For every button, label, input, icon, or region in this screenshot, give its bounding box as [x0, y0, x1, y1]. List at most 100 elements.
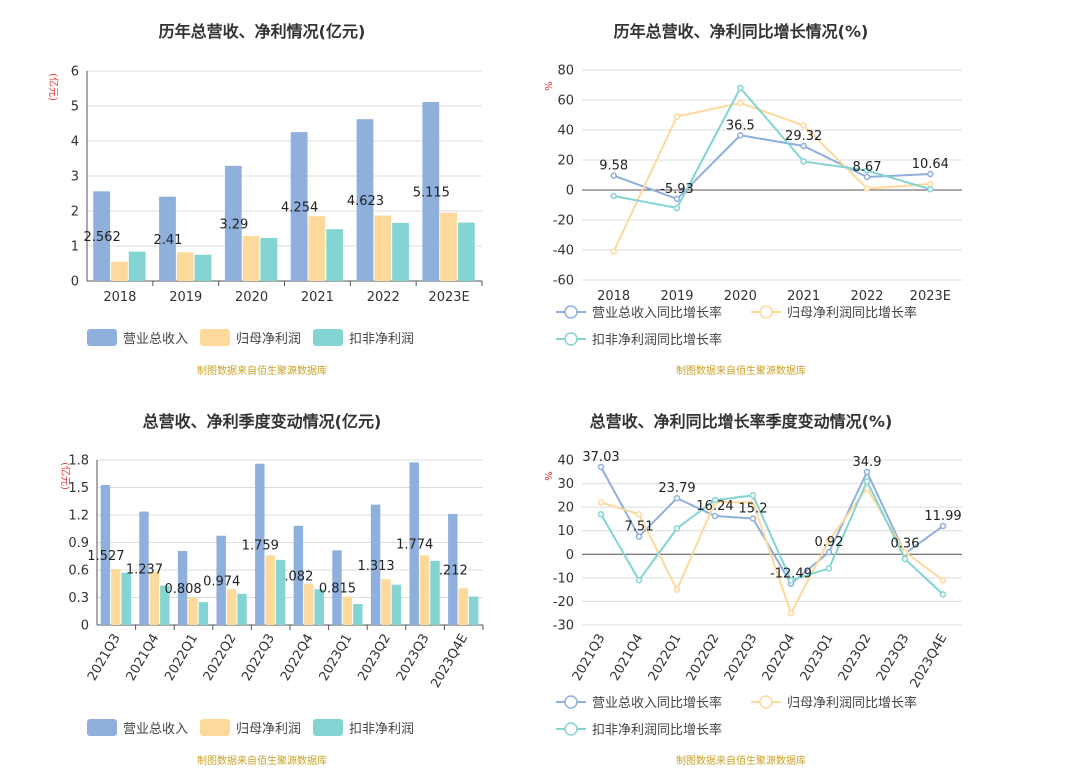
bar-deduct	[237, 593, 247, 625]
legend-swatch	[87, 329, 117, 346]
legend-label: 扣非净利润	[349, 722, 414, 737]
bar-deduct	[121, 572, 131, 625]
data-label: 0.815	[319, 582, 356, 597]
data-label: 1.774	[396, 538, 433, 553]
legend-label: 归母净利润同比增长率	[787, 695, 917, 711]
series-line-deduct	[613, 86, 931, 210]
legend-swatch	[200, 719, 230, 736]
source-note: 制图数据来自佰生聚源数据库	[197, 364, 327, 377]
legend-item-deduct[interactable]: 扣非净利润同比增长率	[556, 722, 722, 738]
unit-label: %	[542, 471, 553, 481]
data-label: 11.99	[924, 509, 961, 524]
bar-revenue	[224, 165, 242, 281]
bar-revenue	[448, 513, 458, 625]
legend-item-net[interactable]: 归母净利润同比增长率	[751, 305, 917, 321]
x-tick-label: 2021	[787, 289, 820, 304]
y-tick-label: 5	[71, 100, 79, 115]
y-tick-label: 10	[557, 524, 574, 539]
data-label: 9.58	[599, 159, 628, 174]
x-tick-label: 2022Q4	[278, 632, 317, 684]
data-label: 4.254	[281, 201, 318, 216]
data-label: .212	[439, 563, 468, 578]
x-tick-label: 2019	[169, 290, 202, 305]
x-tick-label: 2021	[301, 290, 334, 305]
legend-marker	[564, 695, 578, 709]
bar-revenue	[290, 132, 308, 281]
x-tick-label: 2023Q2	[836, 632, 875, 684]
legend-item-net[interactable]: 归母净利润同比增长率	[751, 695, 917, 711]
data-point	[863, 167, 871, 174]
legend-item-revenue[interactable]: 营业总收入	[87, 719, 188, 737]
x-tick-label: 2023E	[428, 290, 469, 305]
bar-revenue	[422, 101, 440, 281]
y-tick-label: -30	[553, 619, 574, 634]
data-point	[749, 515, 757, 522]
x-tick-label: 2023Q1	[798, 632, 837, 684]
y-tick-label: 0.3	[68, 591, 89, 606]
legend-item-net[interactable]: 归母净利润	[200, 329, 301, 347]
legend-item-revenue[interactable]: 营业总收入	[87, 329, 188, 347]
data-label: 36.5	[726, 118, 755, 133]
chart-title: 总营收、净利季度变动情况(亿元)	[143, 412, 382, 431]
bar-net	[149, 571, 160, 625]
data-point	[800, 158, 807, 165]
legend-marker	[759, 305, 773, 319]
bar-revenue	[356, 119, 374, 281]
bar-revenue	[139, 511, 149, 625]
data-point	[800, 122, 807, 129]
bar-deduct	[457, 222, 475, 281]
data-label: 37.03	[582, 450, 619, 465]
legend-item-deduct[interactable]: 扣非净利润	[313, 329, 414, 347]
bar-revenue	[159, 196, 176, 281]
bar-revenue	[332, 550, 342, 625]
data-point	[901, 555, 909, 563]
bar-net	[242, 236, 260, 281]
legend-label: 归母净利润	[236, 332, 301, 347]
data-point	[597, 463, 605, 471]
y-tick-label: 0	[81, 619, 89, 634]
bar-deduct	[326, 229, 344, 281]
data-label: 23.79	[658, 481, 695, 496]
legend-marker	[564, 332, 578, 346]
x-tick-label: 2018	[597, 289, 630, 304]
x-tick-label: 2021Q3	[570, 632, 609, 684]
bar-deduct	[198, 602, 209, 625]
y-tick-label: 3	[71, 170, 79, 185]
bar-net	[419, 555, 430, 625]
bar-net	[458, 588, 468, 625]
chart-title: 总营收、净利同比增长率季度变动情况(%)	[590, 412, 893, 431]
bar-revenue	[409, 462, 419, 625]
data-label: 1.313	[357, 559, 394, 574]
data-label: 29.32	[785, 129, 822, 144]
data-point	[673, 113, 681, 120]
bar-revenue	[370, 504, 381, 625]
data-label: 7.51	[625, 520, 654, 535]
series-line-revenue	[600, 466, 944, 586]
y-tick-label: 0	[566, 548, 574, 563]
legend-item-deduct[interactable]: 扣非净利润	[313, 719, 414, 737]
y-tick-label: 1.8	[68, 454, 89, 469]
x-tick-label: 2023E	[910, 289, 951, 304]
x-tick-label: 2023Q3	[874, 632, 913, 684]
bar-net	[374, 215, 392, 281]
bar-net	[176, 252, 194, 281]
data-label: 2.562	[84, 230, 121, 245]
y-tick-label: -20	[553, 214, 574, 229]
legend-item-revenue[interactable]: 营业总收入同比增长率	[556, 305, 722, 321]
y-tick-label: 40	[557, 124, 574, 139]
data-point	[939, 576, 947, 584]
data-label: -5.93	[660, 182, 694, 197]
bar-net	[440, 212, 457, 281]
legend-item-revenue[interactable]: 营业总收入同比增长率	[556, 695, 722, 711]
legend-item-net[interactable]: 归母净利润	[200, 719, 301, 737]
data-point	[749, 492, 757, 499]
legend-item-deduct[interactable]: 扣非净利润同比增长率	[556, 332, 722, 348]
series-line-revenue	[613, 134, 931, 201]
x-tick-label: 2022Q4	[760, 632, 799, 684]
y-tick-label: -60	[553, 274, 574, 289]
y-tick-label: 6	[71, 65, 79, 80]
bar-deduct	[353, 603, 363, 625]
data-point	[711, 512, 719, 520]
x-tick-label: 2018	[103, 290, 136, 305]
data-point	[673, 195, 681, 203]
